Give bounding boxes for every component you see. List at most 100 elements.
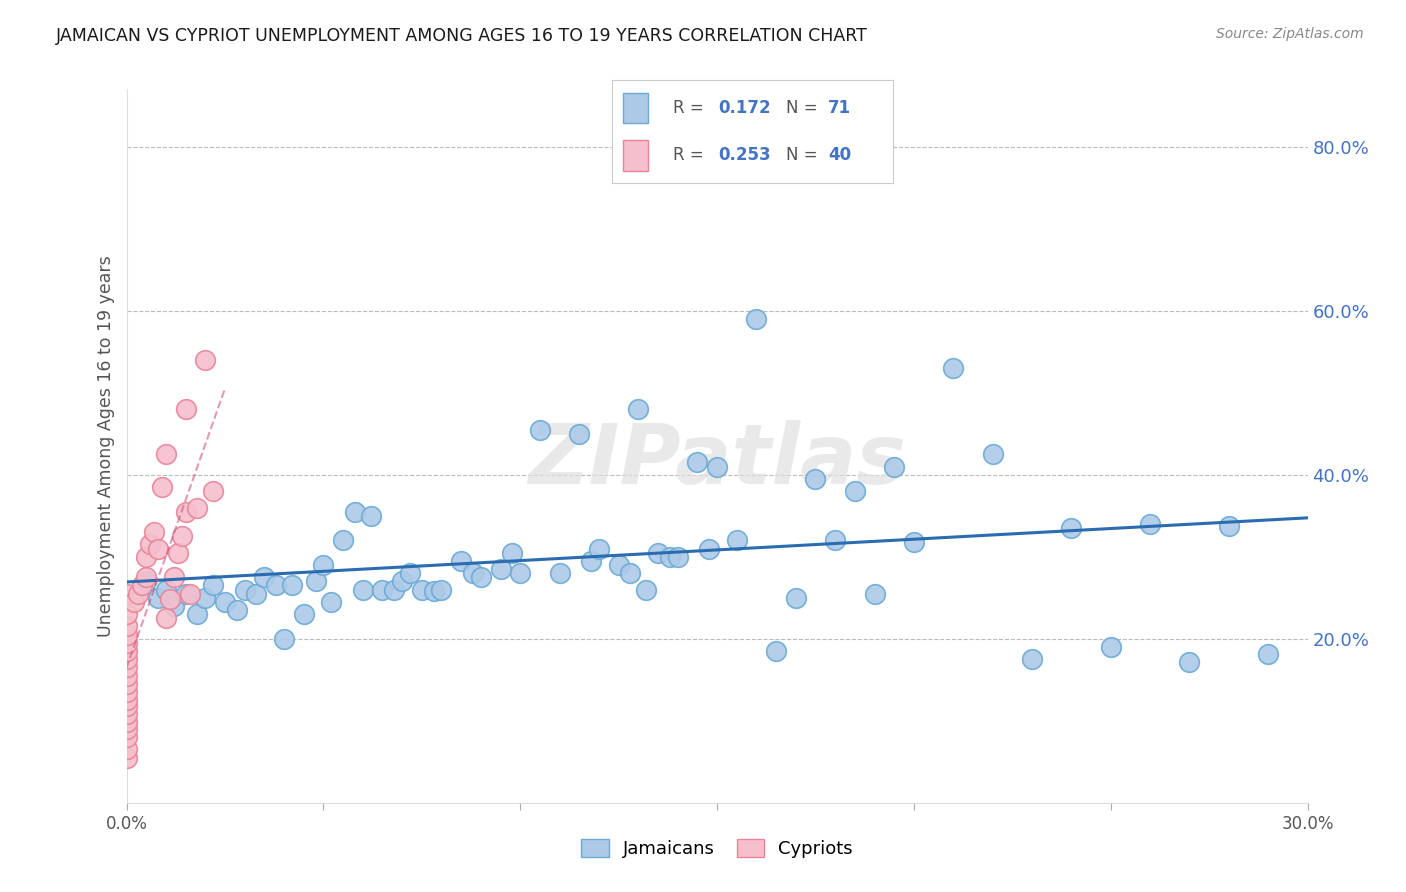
Point xyxy=(115,677,138,691)
Point xyxy=(371,582,394,597)
Point xyxy=(115,715,138,730)
Point xyxy=(214,595,236,609)
Point xyxy=(166,546,188,560)
Point xyxy=(658,549,681,564)
Point xyxy=(411,582,433,597)
Point xyxy=(647,546,669,560)
Text: JAMAICAN VS CYPRIOT UNEMPLOYMENT AMONG AGES 16 TO 19 YEARS CORRELATION CHART: JAMAICAN VS CYPRIOT UNEMPLOYMENT AMONG A… xyxy=(56,27,868,45)
Point xyxy=(627,402,650,417)
Point xyxy=(115,652,138,666)
Point xyxy=(163,599,186,613)
Point xyxy=(174,505,197,519)
Point xyxy=(588,541,610,556)
Point xyxy=(470,570,492,584)
Point xyxy=(115,750,138,764)
Bar xyxy=(623,93,648,123)
Point xyxy=(174,402,197,417)
Text: R =: R = xyxy=(673,146,710,164)
Point xyxy=(501,546,523,560)
Point xyxy=(115,644,138,658)
Text: 71: 71 xyxy=(828,99,851,117)
Point xyxy=(312,558,335,572)
Point xyxy=(509,566,531,581)
Point xyxy=(619,566,641,581)
Point xyxy=(382,582,405,597)
Point xyxy=(636,582,658,597)
Point xyxy=(1218,518,1240,533)
Point xyxy=(174,587,197,601)
Point xyxy=(391,574,413,589)
Point xyxy=(568,426,591,441)
Point xyxy=(115,587,138,601)
Point xyxy=(765,644,787,658)
Point xyxy=(155,582,177,597)
Point xyxy=(863,587,886,601)
Point xyxy=(131,578,153,592)
Point xyxy=(150,480,173,494)
Point xyxy=(942,361,965,376)
Point xyxy=(548,566,571,581)
Point xyxy=(264,578,287,592)
Text: N =: N = xyxy=(786,146,823,164)
Point xyxy=(115,742,138,756)
Point xyxy=(804,472,827,486)
Point xyxy=(686,455,709,469)
Point xyxy=(666,549,689,564)
Point xyxy=(186,500,208,515)
Point xyxy=(115,607,138,622)
Point xyxy=(115,636,138,650)
Point xyxy=(194,591,217,605)
Point xyxy=(115,627,138,641)
Point xyxy=(1139,516,1161,531)
Point xyxy=(489,562,512,576)
Point xyxy=(1257,647,1279,661)
Point xyxy=(124,595,146,609)
Point xyxy=(352,582,374,597)
Point xyxy=(785,591,807,605)
Point xyxy=(159,592,181,607)
Point xyxy=(430,582,453,597)
Point xyxy=(163,570,186,584)
Text: 0.253: 0.253 xyxy=(718,146,770,164)
Point xyxy=(1060,521,1083,535)
Point xyxy=(725,533,748,548)
Point xyxy=(461,566,484,581)
Point xyxy=(115,685,138,699)
Point xyxy=(202,484,225,499)
Point xyxy=(281,578,304,592)
Point xyxy=(903,535,925,549)
Point xyxy=(115,693,138,707)
Point xyxy=(115,698,138,713)
Point xyxy=(135,574,157,589)
Point xyxy=(883,459,905,474)
Point xyxy=(139,537,162,551)
Point xyxy=(115,660,138,674)
Point xyxy=(115,707,138,722)
Point xyxy=(1178,655,1201,669)
Y-axis label: Unemployment Among Ages 16 to 19 years: Unemployment Among Ages 16 to 19 years xyxy=(97,255,115,637)
Text: N =: N = xyxy=(786,99,823,117)
Point xyxy=(1099,640,1122,654)
Point xyxy=(202,578,225,592)
Point xyxy=(450,554,472,568)
Point xyxy=(155,447,177,461)
Point xyxy=(697,541,720,556)
Point xyxy=(343,505,366,519)
Point xyxy=(399,566,422,581)
Point xyxy=(981,447,1004,461)
Point xyxy=(127,587,149,601)
Point xyxy=(115,668,138,682)
Point xyxy=(179,587,201,601)
Point xyxy=(607,558,630,572)
Text: Source: ZipAtlas.com: Source: ZipAtlas.com xyxy=(1216,27,1364,41)
Point xyxy=(143,525,166,540)
Point xyxy=(225,603,247,617)
Point xyxy=(135,570,157,584)
Point xyxy=(146,541,169,556)
Point xyxy=(1021,652,1043,666)
Point xyxy=(706,459,728,474)
Point xyxy=(115,619,138,633)
Point xyxy=(332,533,354,548)
Point xyxy=(304,574,326,589)
Text: ZIPatlas: ZIPatlas xyxy=(529,420,905,500)
